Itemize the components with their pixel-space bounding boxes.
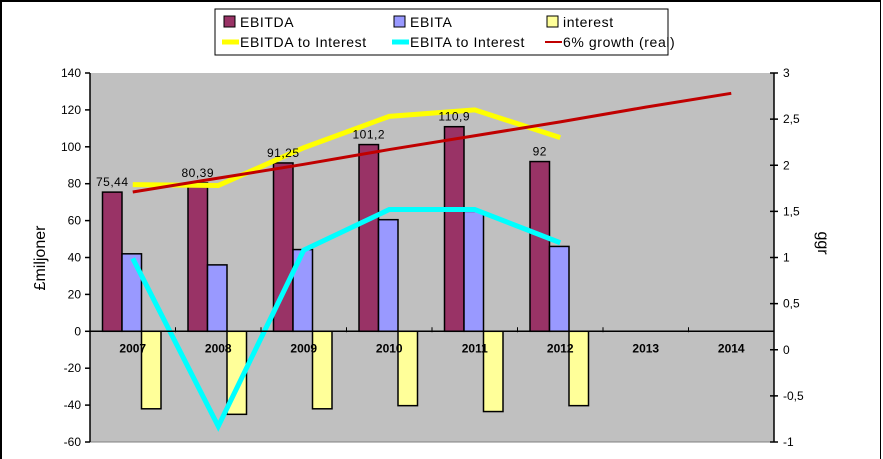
legend-label-ebita-to-interest: EBITA to Interest — [410, 34, 525, 50]
lines-layer — [130, 91, 732, 432]
y2-tick-label: 1 — [783, 251, 790, 265]
data-label-ebitda: 110,9 — [438, 110, 470, 124]
y2-tick-label: 3 — [783, 66, 790, 80]
line-ebita-to-interest — [130, 207, 562, 432]
bar-ebitda-2011 — [443, 125, 465, 333]
x-tick-label: 2012 — [547, 341, 574, 355]
data-label-ebitda: 80,39 — [181, 166, 214, 180]
y-tick-label: 120 — [61, 103, 81, 117]
legend-label-ebitda: EBITDA — [240, 14, 294, 30]
x-tick-label: 2014 — [718, 341, 745, 355]
y2-tick-label: -1 — [783, 435, 794, 449]
legend-box — [214, 8, 669, 56]
legend-swatch-interest — [546, 15, 559, 28]
y2-tick-label: 2 — [783, 158, 790, 172]
bar-ebitda-2008 — [187, 182, 209, 333]
data-label-ebitda: 75,44 — [96, 175, 129, 189]
x-tick-label: 2013 — [632, 341, 659, 355]
bar-ebitda-2012 — [529, 160, 551, 333]
x-tick-label: 2008 — [205, 341, 232, 355]
x-tick-label: 2007 — [119, 341, 146, 355]
y2-tick-label: 2,5 — [783, 112, 800, 126]
data-label-ebitda: 91,25 — [267, 146, 300, 160]
line-ebitda-to-interest — [132, 107, 562, 189]
data-label-ebitda: 92 — [533, 145, 547, 159]
legend-swatch-ebita — [393, 15, 406, 28]
data-label-ebitda: 101,2 — [352, 128, 385, 142]
y-tick-label: 100 — [61, 140, 81, 154]
x-tick-label: 2011 — [462, 341, 488, 355]
bar-ebita-2011 — [463, 210, 485, 333]
legend-label-interest: interest — [563, 14, 614, 30]
y2-tick-label: 0,5 — [783, 297, 800, 311]
y-tick-label: 80 — [68, 177, 82, 191]
y-tick-label: -40 — [64, 398, 82, 412]
y2-tick-label: 0 — [783, 343, 790, 357]
legend: EBITDA EBITA interest EBITDA to Interest EBI… — [214, 8, 675, 56]
bar-ebita-2008 — [206, 264, 228, 333]
bar-ebita-2012 — [548, 245, 570, 333]
bar-ebita-2010 — [377, 218, 399, 333]
legend-label-6-growth-real-: 6% growth (real) — [563, 34, 675, 50]
y-tick-label: 0 — [74, 324, 81, 338]
y-tick-label: 60 — [68, 214, 82, 228]
x-tick-label: 2010 — [376, 341, 403, 355]
y-axis-title: £miljoner — [32, 225, 49, 291]
y2-axis-title: ggr — [814, 231, 831, 255]
y-tick-label: -20 — [64, 361, 82, 375]
y-tick-label: 20 — [68, 287, 82, 301]
y2-tick-label: 1,5 — [783, 204, 800, 218]
bar-ebitda-2010 — [358, 143, 380, 333]
x-tick-label: 2009 — [290, 341, 317, 355]
labels-layer: 2007 2008 2009 2010 2011 2012 2013 2014 75,44 80,… — [96, 110, 745, 356]
legend-swatch-ebitda — [223, 15, 236, 28]
line-6-growth-real- — [132, 91, 732, 194]
y-tick-label: 140 — [61, 66, 81, 80]
y2-tick-label: -0,5 — [783, 389, 804, 403]
y-tick-label: -60 — [64, 435, 82, 449]
y-tick-label: 40 — [68, 251, 82, 265]
axes-layer: 140 120 100 80 60 40 20 0 -20 -40 -60 3 2,5 2 1,5 1 0,5 0… — [61, 66, 804, 449]
legend-label-ebitda-to-interest: EBITDA to Interest — [240, 34, 367, 50]
legend-label-ebita: EBITA — [410, 14, 452, 30]
bar-ebitda-2007 — [101, 191, 123, 333]
